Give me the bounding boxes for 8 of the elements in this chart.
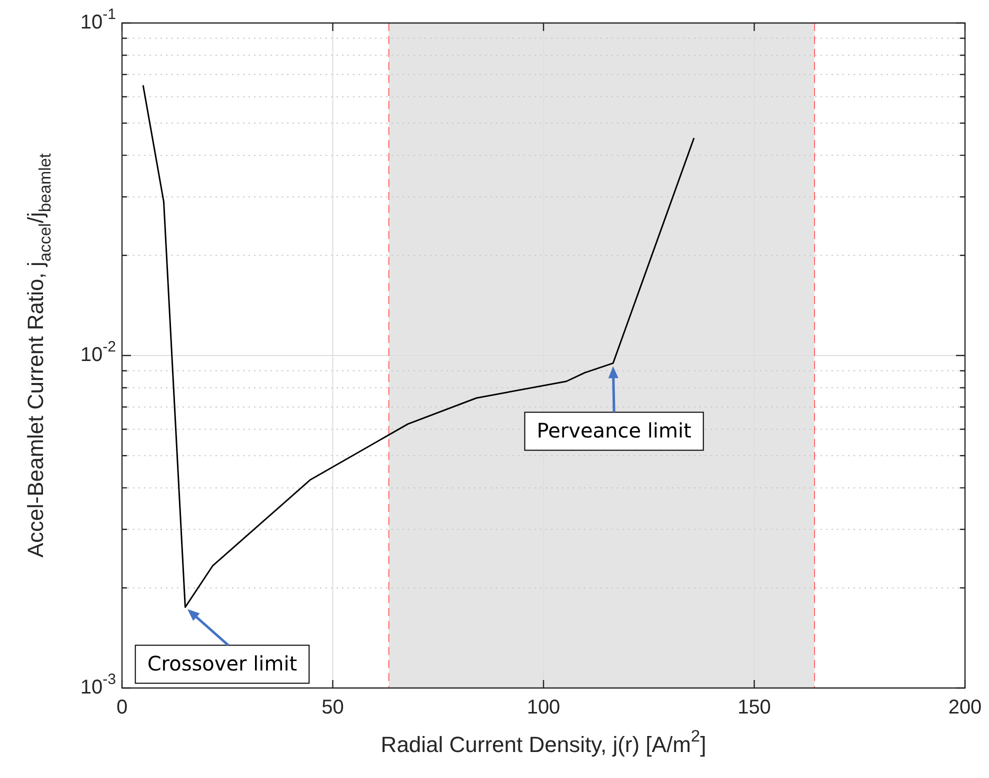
x-tick-label: 200 [948, 696, 982, 719]
x-tick-label: 0 [116, 696, 128, 719]
x-tick-label: 100 [526, 696, 560, 719]
x-tick-label: 50 [322, 696, 344, 719]
y-axis-title: Accel-Beamlet Current Ratio, jaccel/jbeamlet [23, 153, 54, 558]
annotation: Crossover limit [147, 651, 298, 676]
annotation: Perveance limit [536, 418, 692, 442]
x-tick-label: 150 [738, 696, 771, 719]
